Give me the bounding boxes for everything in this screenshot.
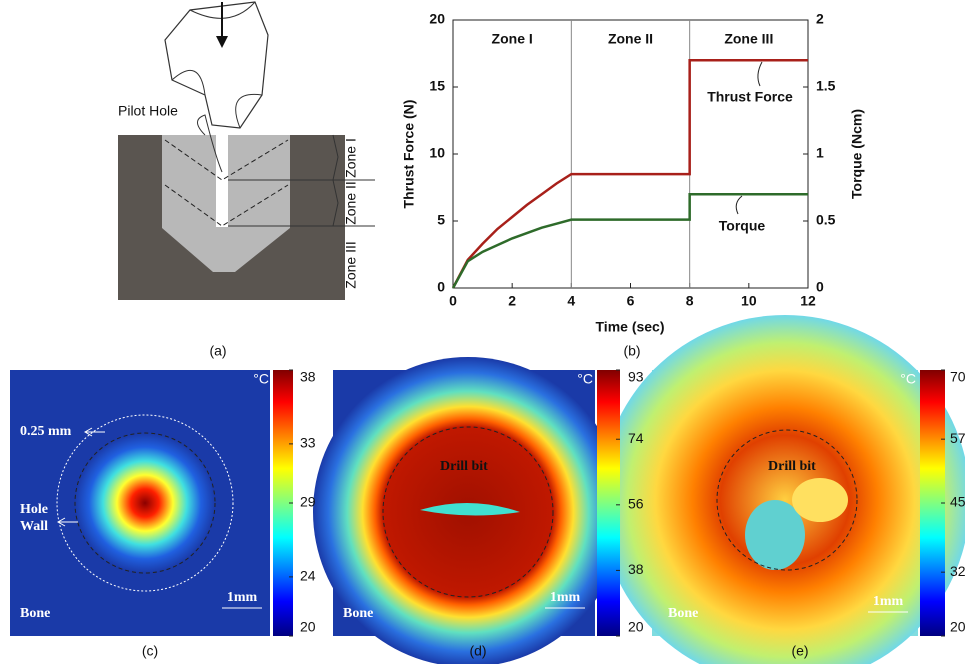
colorbar-label: 32 — [950, 563, 965, 579]
tissue-label: Bone — [343, 606, 373, 621]
colorbar-label: 20 — [950, 619, 965, 635]
colorbar-label: 74 — [628, 430, 644, 446]
annotation-arrow — [736, 196, 742, 214]
y-axis-title: Thrust Force (N) — [401, 100, 417, 209]
y-tick-label: 20 — [429, 11, 445, 27]
colorbar-label: 70 — [950, 369, 965, 385]
y-tick-label: 0 — [437, 279, 445, 295]
zone-label: Zone I — [492, 31, 533, 47]
caption: (c) — [142, 643, 158, 659]
drill-diagram — [118, 2, 375, 300]
colorbar-label: 24 — [300, 568, 316, 584]
scale-bar-label: 1mm — [873, 594, 904, 609]
colorbar-label: 38 — [628, 561, 644, 577]
x-tick-label: 6 — [627, 293, 635, 309]
x-tick-label: 0 — [449, 293, 457, 309]
zone-label: Zone II — [608, 31, 653, 47]
colorbar-label: 20 — [300, 619, 316, 635]
series-annotation: Torque — [719, 218, 766, 234]
x-tick-label: 8 — [686, 293, 694, 309]
center-label: Drill bit — [768, 459, 816, 474]
wall-label: Wall — [20, 519, 48, 534]
y2-tick-label: 1 — [816, 145, 824, 161]
zone-label: Zone III — [724, 31, 773, 47]
series-annotation: Thrust Force — [707, 89, 793, 105]
scale-bar-label: 1mm — [550, 590, 581, 605]
colorbar-label: 45 — [950, 494, 965, 510]
tissue-label: Bone — [20, 606, 50, 621]
x-tick-label: 12 — [800, 293, 816, 309]
zone-label: Zone II — [343, 181, 359, 225]
annotation-arrow — [758, 62, 762, 86]
y-tick-label: 10 — [429, 145, 445, 161]
y-tick-label: 5 — [437, 212, 445, 228]
y2-tick-label: 1.5 — [816, 78, 836, 94]
x-tick-label: 2 — [508, 293, 516, 309]
caption: (d) — [469, 643, 486, 659]
x-tick-label: 10 — [741, 293, 757, 309]
unit-label: °C — [577, 371, 593, 387]
caption: (e) — [791, 643, 808, 659]
pilot-label: Pilot Hole — [118, 103, 178, 119]
x-tick-label: 4 — [567, 293, 575, 309]
colorbar-label: 33 — [300, 435, 316, 451]
series-line — [453, 194, 808, 288]
ring-label: 0.25 mm — [20, 424, 72, 439]
scale-bar-label: 1mm — [227, 590, 258, 605]
zone-label: Zone III — [343, 241, 359, 288]
colorbar-label: 57 — [950, 430, 965, 446]
center-label: Drill bit — [440, 459, 488, 474]
y2-tick-label: 2 — [816, 11, 824, 27]
y2-tick-label: 0 — [816, 279, 824, 295]
y2-tick-label: 0.5 — [816, 212, 836, 228]
colorbar-label: 20 — [628, 619, 644, 635]
x-axis-title: Time (sec) — [596, 319, 665, 335]
caption: (b) — [623, 343, 640, 359]
wall-label: Hole — [20, 502, 48, 517]
colorbar-label: 93 — [628, 369, 644, 385]
colorbar-label: 29 — [300, 494, 316, 510]
figure: Pilot Hole Zone I Zone II Zone III (a) T… — [0, 0, 965, 664]
caption: (a) — [209, 343, 226, 359]
tissue-label: Bone — [668, 606, 698, 621]
thermal-image — [600, 315, 965, 664]
y-tick-label: 15 — [429, 78, 445, 94]
colorbar-label: 38 — [300, 369, 316, 385]
unit-label: °C — [900, 371, 916, 387]
unit-label: °C — [253, 371, 269, 387]
colorbar-label: 56 — [628, 496, 644, 512]
y2-axis-title: Torque (Ncm) — [849, 109, 865, 199]
colorbar — [597, 370, 620, 636]
zone-label: Zone I — [343, 138, 359, 178]
